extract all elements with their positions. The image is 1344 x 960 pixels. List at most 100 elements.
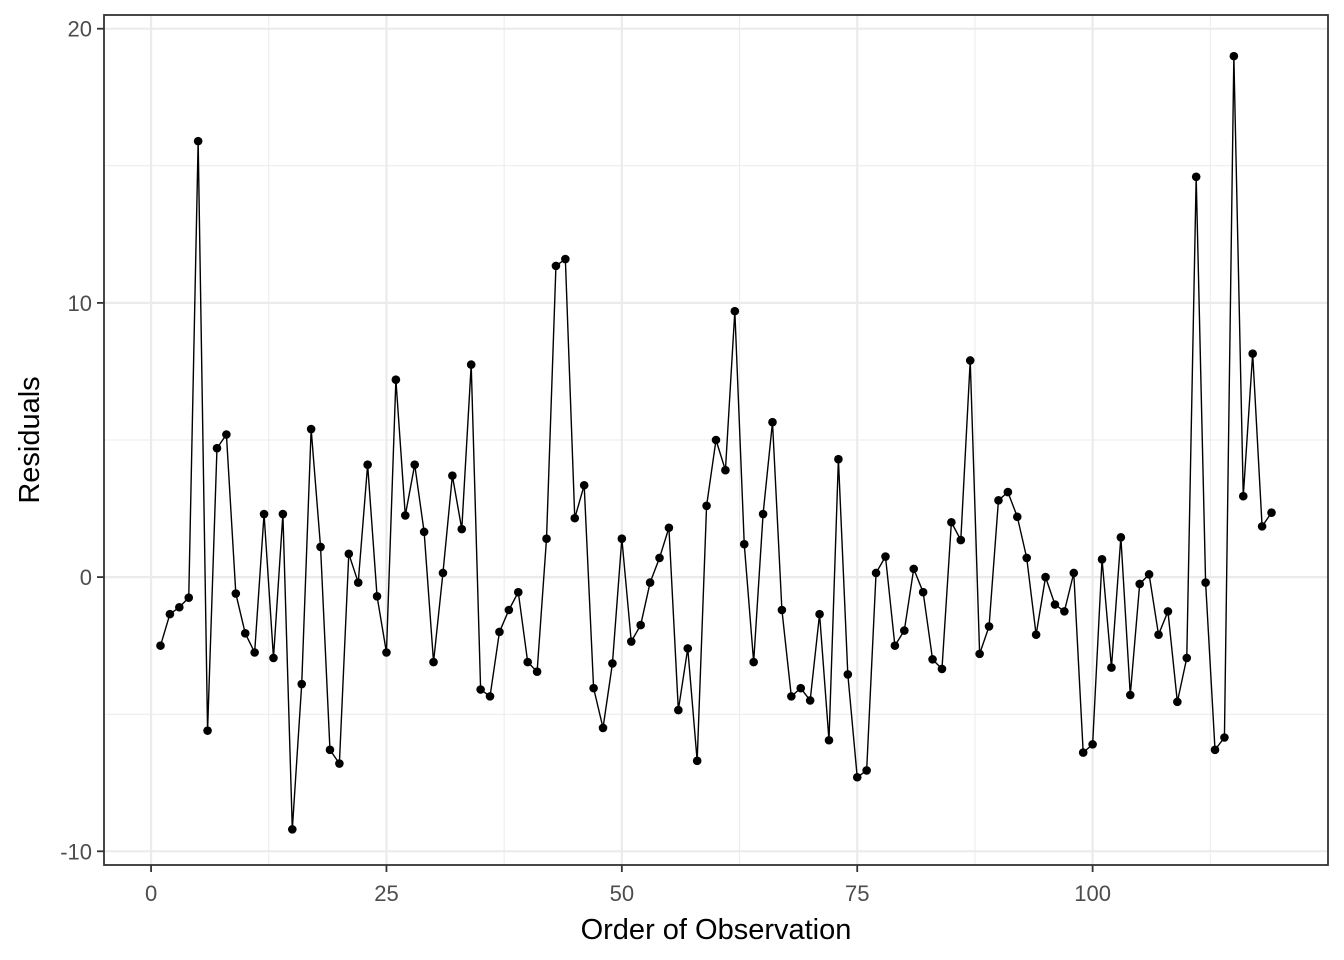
data-point [645, 578, 655, 587]
data-point [1201, 578, 1210, 587]
data-point [504, 605, 514, 615]
data-point [1191, 172, 1201, 182]
x-tick-label: 100 [1074, 881, 1111, 906]
data-point [805, 696, 815, 705]
data-point [834, 454, 843, 464]
data-point [400, 511, 410, 520]
data-point [203, 726, 212, 735]
data-point [1220, 733, 1229, 742]
data-point [1248, 349, 1257, 358]
data-point [1078, 748, 1088, 757]
data-point [466, 360, 476, 369]
data-point [937, 664, 947, 674]
data-point [240, 629, 250, 638]
data-point [438, 568, 448, 578]
data-point [711, 435, 721, 445]
data-point [674, 705, 683, 715]
data-point [787, 692, 796, 701]
x-tick-label: 50 [610, 881, 634, 906]
data-point [890, 641, 900, 650]
series-points-group [156, 51, 1276, 834]
data-point [222, 430, 231, 439]
data-point [429, 657, 438, 667]
data-point [909, 564, 919, 574]
data-point [372, 591, 382, 601]
data-point [1050, 600, 1060, 609]
data-point [862, 766, 871, 775]
x-axis-title: Order of Observation [581, 914, 852, 946]
data-point [184, 593, 194, 602]
data-point [749, 657, 758, 667]
major-gridlines [104, 15, 1328, 865]
data-point [1116, 533, 1126, 542]
data-point [956, 535, 966, 545]
data-point [965, 356, 975, 365]
data-point [1022, 553, 1032, 563]
data-point [156, 641, 165, 650]
data-point [1088, 740, 1097, 749]
data-point [476, 685, 485, 694]
data-point [1107, 663, 1116, 672]
data-point [626, 637, 636, 646]
data-point [683, 644, 693, 653]
y-axis: -10 0 10 20 [60, 17, 104, 864]
data-point [391, 375, 401, 384]
x-tick-label: 75 [845, 881, 869, 906]
data-point [259, 509, 269, 519]
data-point [1012, 512, 1022, 522]
data-point [871, 568, 881, 578]
data-point [1125, 690, 1135, 700]
panel-border [103, 14, 1329, 866]
y-axis-title: Residuals [14, 376, 46, 503]
y-tick-label: -10 [60, 839, 92, 864]
data-point [316, 542, 325, 552]
data-point [900, 626, 909, 635]
data-point [739, 539, 749, 549]
y-tick-label: 10 [68, 291, 92, 316]
data-point [250, 648, 259, 657]
data-point [306, 424, 316, 434]
data-point [815, 609, 824, 619]
data-point [843, 670, 853, 679]
data-point [1041, 572, 1050, 582]
data-point [542, 534, 551, 544]
data-point [796, 683, 806, 693]
data-point [1144, 570, 1154, 579]
data-point [410, 460, 420, 469]
data-point [175, 602, 184, 612]
data-point [1097, 554, 1107, 564]
data-point [165, 609, 175, 619]
data-point [692, 756, 702, 766]
data-point [579, 480, 589, 490]
data-point [608, 659, 617, 668]
data-point [523, 657, 532, 667]
data-point [852, 772, 862, 782]
data-point [353, 578, 363, 587]
data-point [1069, 568, 1079, 578]
data-point [551, 261, 561, 271]
data-point [730, 306, 740, 316]
data-point [513, 587, 523, 597]
data-point [231, 589, 241, 598]
data-point [532, 667, 542, 676]
data-point [1238, 491, 1248, 501]
data-point [457, 524, 467, 534]
data-point [278, 509, 288, 519]
data-point [448, 471, 457, 480]
data-point [382, 648, 391, 657]
data-point [655, 553, 664, 563]
y-tick-label: 20 [68, 17, 92, 42]
data-point [1229, 51, 1239, 61]
data-point [702, 501, 711, 511]
data-point [325, 745, 335, 755]
y-tick-label: 0 [80, 565, 92, 590]
data-point [589, 683, 598, 693]
data-point [636, 620, 645, 630]
data-point [975, 649, 984, 659]
data-point [947, 517, 956, 527]
data-point [777, 605, 787, 615]
data-point [363, 460, 372, 469]
data-point [485, 692, 495, 701]
data-point [928, 655, 937, 664]
